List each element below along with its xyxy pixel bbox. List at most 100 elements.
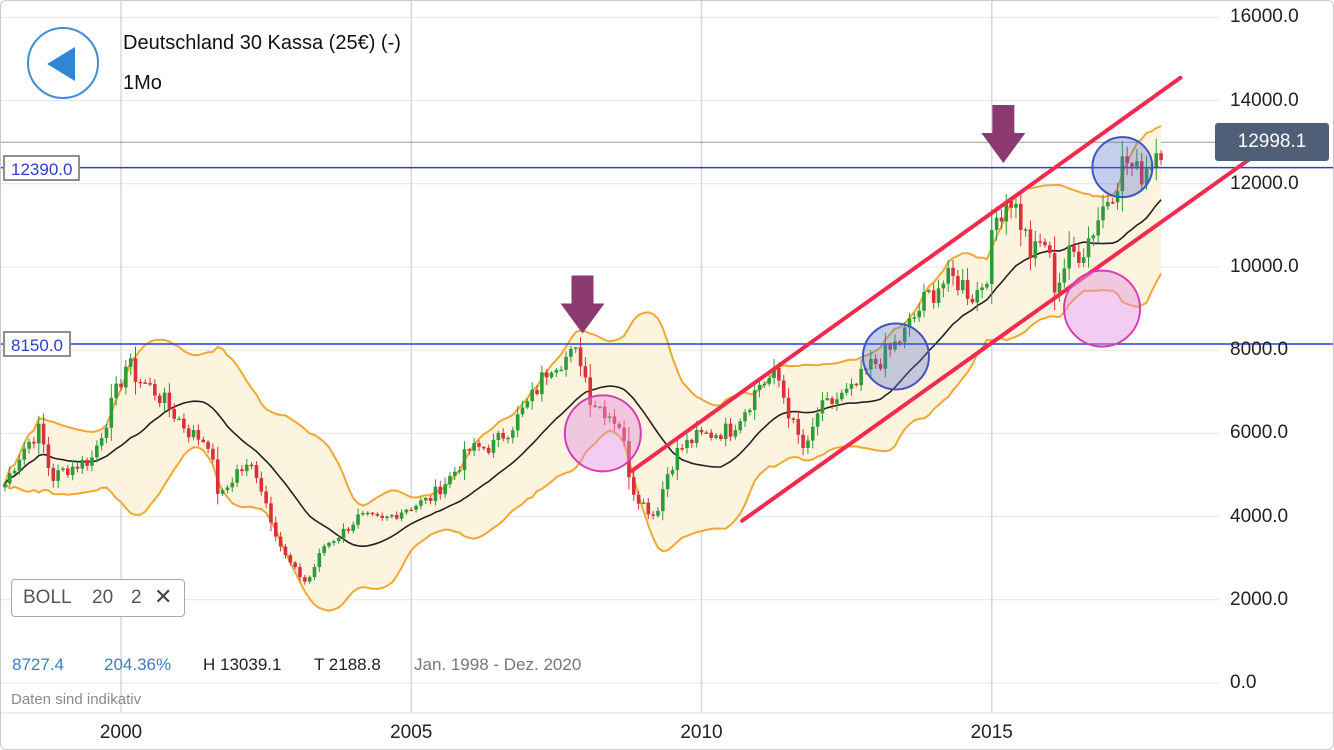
candle-body xyxy=(448,475,452,485)
candle-body xyxy=(274,522,278,537)
candle-body xyxy=(472,443,476,451)
candle-body xyxy=(641,502,646,505)
candle-body xyxy=(1038,241,1042,243)
candle-body xyxy=(665,474,670,490)
candle-body xyxy=(714,435,718,438)
candle-body xyxy=(1159,153,1163,160)
timeframe-label[interactable]: 1Mo xyxy=(123,72,162,94)
candle-body xyxy=(109,397,114,428)
candle-body xyxy=(1144,168,1149,185)
candle-body xyxy=(85,459,89,466)
candle-body xyxy=(104,427,109,439)
candle-body xyxy=(186,428,191,438)
candle-body xyxy=(65,468,70,476)
candle-body xyxy=(75,466,80,469)
candle-body xyxy=(12,470,17,474)
indicator-chip[interactable]: BOLL 20 2 ✕ xyxy=(11,579,185,617)
candle-body xyxy=(970,298,975,303)
candle-body xyxy=(530,389,534,402)
candle-body xyxy=(114,383,118,398)
candle-body xyxy=(41,423,46,445)
candle-body xyxy=(506,437,510,440)
candle-body xyxy=(235,469,239,483)
candle-body xyxy=(361,513,365,515)
candle-body xyxy=(946,267,951,284)
candle-body xyxy=(486,447,491,453)
candle-body xyxy=(994,217,999,231)
candle-body xyxy=(631,477,636,495)
candle-body xyxy=(128,358,133,367)
y-tick-label: 8000.0 xyxy=(1230,339,1289,361)
level-label-upper[interactable]: 12390.0 xyxy=(3,155,81,181)
candle-body xyxy=(307,576,312,582)
candle-body xyxy=(404,509,409,513)
candle-body xyxy=(206,441,210,449)
candle-body xyxy=(728,423,733,437)
candle-body xyxy=(607,416,612,419)
candle-body xyxy=(878,364,883,369)
candle-body xyxy=(960,280,965,291)
close-icon[interactable]: ✕ xyxy=(154,584,173,609)
candle-body xyxy=(157,395,162,404)
candle-body xyxy=(849,383,854,389)
candle-body xyxy=(351,524,355,531)
candle-body xyxy=(317,553,322,568)
stat-range: Jan. 1998 - Dez. 2020 xyxy=(414,655,582,674)
y-tick-label: 12000.0 xyxy=(1230,172,1299,194)
candle-body xyxy=(612,416,617,424)
candle-body xyxy=(573,347,578,349)
trend-channel-upper xyxy=(629,75,1183,473)
candle-body xyxy=(965,280,970,299)
candle-body xyxy=(240,469,244,472)
candle-body xyxy=(196,430,201,440)
candle-body xyxy=(815,413,820,427)
candle-body xyxy=(854,383,859,386)
candle-body xyxy=(491,439,496,453)
candle-body xyxy=(796,419,801,435)
stat-low: T 2188.8 xyxy=(314,655,381,674)
candle-body xyxy=(191,430,196,438)
candle-body xyxy=(733,430,738,437)
candle-body xyxy=(1062,268,1067,283)
candle-body xyxy=(786,397,791,419)
candle-body xyxy=(636,494,641,504)
candle-body xyxy=(428,497,433,501)
back-button[interactable] xyxy=(27,27,99,99)
candle-body xyxy=(1120,156,1125,192)
level-label-lower[interactable]: 8150.0 xyxy=(3,331,71,357)
candle-body xyxy=(999,217,1004,222)
highlight-circle-pink xyxy=(563,394,642,473)
stat-high: H 13039.1 xyxy=(203,655,282,674)
candle-body xyxy=(515,414,520,431)
candle-body xyxy=(249,464,254,467)
candle-body xyxy=(762,383,767,386)
highlight-circle-blue xyxy=(861,322,930,391)
candle-body xyxy=(32,441,36,444)
candle-body xyxy=(670,470,675,475)
candle-body xyxy=(752,390,757,411)
highlight-circle-blue xyxy=(1091,136,1154,199)
candle-body xyxy=(501,432,505,439)
candle-body xyxy=(138,381,143,384)
candle-body xyxy=(801,434,805,448)
candle-body xyxy=(830,398,834,404)
candle-body xyxy=(985,283,989,288)
candle-body xyxy=(172,409,177,419)
candle-body xyxy=(1101,206,1105,221)
candle-body xyxy=(90,457,94,466)
candle-body xyxy=(1154,153,1159,168)
arrow-down-icon xyxy=(560,275,605,334)
candle-body xyxy=(675,447,680,471)
candle-body xyxy=(341,528,346,539)
candle-body xyxy=(757,384,762,391)
candle-body xyxy=(70,466,75,476)
candle-body xyxy=(153,384,157,396)
candle-body xyxy=(259,478,264,492)
x-tick-label: 2010 xyxy=(680,722,723,743)
candle-body xyxy=(298,567,302,578)
candle-body xyxy=(694,429,699,444)
highlight-circle-pink xyxy=(1063,269,1142,348)
candle-body xyxy=(482,446,486,449)
band-fill xyxy=(4,126,1162,611)
candle-body xyxy=(569,348,573,357)
